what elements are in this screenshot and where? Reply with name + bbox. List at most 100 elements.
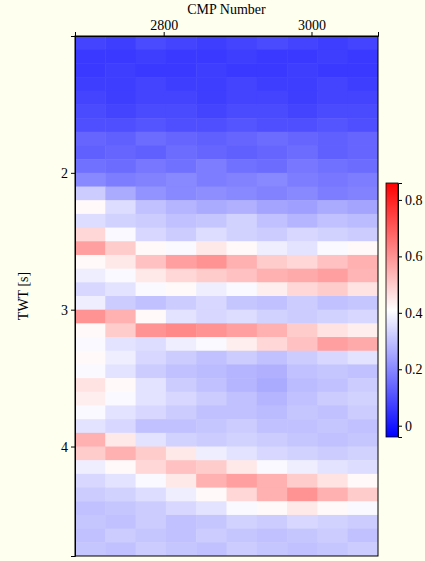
heatmap-cell	[287, 501, 318, 515]
heatmap-cell	[105, 77, 136, 91]
y-axis: 234	[61, 37, 76, 557]
heatmap-cell	[105, 63, 136, 77]
heatmap-cell	[196, 310, 227, 324]
heatmap-cell	[136, 337, 167, 351]
heatmap-cell	[348, 159, 378, 173]
heatmap-cell	[348, 145, 378, 159]
heatmap-cell	[287, 323, 318, 337]
heatmap-cell	[257, 104, 288, 118]
heatmap-cell	[227, 310, 258, 324]
heatmap-cell	[257, 132, 288, 146]
heatmap-cell	[348, 255, 378, 269]
heatmap-cell	[287, 255, 318, 269]
heatmap-cell	[348, 36, 378, 50]
heatmap-cell	[105, 269, 136, 283]
heatmap-cell	[317, 515, 348, 529]
heatmap-cell	[287, 241, 318, 255]
heatmap-cell	[75, 173, 106, 187]
colorbar-tick-mark	[398, 369, 402, 370]
heatmap-cell	[317, 542, 348, 556]
heatmap-cell	[227, 228, 258, 242]
heatmap-cell	[348, 501, 378, 515]
heatmap-cell	[105, 542, 136, 556]
heatmap-cell	[105, 323, 136, 337]
heatmap-cell	[166, 104, 197, 118]
heatmap-cell	[196, 323, 227, 337]
colorbar-tick-mark	[398, 426, 402, 427]
heatmap-cell	[166, 392, 197, 406]
colorbar-tick-label: 0.4	[405, 306, 423, 321]
heatmap-cell	[136, 488, 167, 502]
heatmap-cell	[166, 159, 197, 173]
heatmap-cell	[287, 310, 318, 324]
heatmap-cell	[75, 351, 106, 365]
heatmap-cell	[105, 501, 136, 515]
heatmap-cell	[196, 364, 227, 378]
heatmap-cell	[75, 310, 106, 324]
heatmap-cell	[227, 337, 258, 351]
heatmap-cell	[257, 91, 288, 105]
heatmap-cell	[105, 405, 136, 419]
heatmap-cell	[105, 488, 136, 502]
heatmap-cell	[166, 323, 197, 337]
heatmap-cell	[75, 488, 106, 502]
heatmap-cell	[257, 351, 288, 365]
heatmap-cell	[75, 77, 106, 91]
heatmap-cell	[136, 173, 167, 187]
heatmap-cell	[257, 187, 288, 201]
heatmap-cell	[136, 351, 167, 365]
heatmap-cell	[348, 323, 378, 337]
heatmap-cell	[196, 488, 227, 502]
heatmap-cell	[287, 296, 318, 310]
colorbar	[386, 183, 398, 437]
heatmap-cell	[196, 474, 227, 488]
colorbar-tick-label: 0.6	[405, 249, 423, 264]
heatmap-cell	[196, 501, 227, 515]
heatmap-cell	[257, 269, 288, 283]
heatmap-cell	[75, 91, 106, 105]
heatmap-cell	[317, 63, 348, 77]
heatmap-cell	[317, 118, 348, 132]
heatmap-cell	[166, 488, 197, 502]
heatmap-cell	[136, 323, 167, 337]
heatmap-cell	[105, 296, 136, 310]
heatmap-cell	[105, 433, 136, 447]
heatmap-cell	[166, 145, 197, 159]
heatmap-cell	[287, 351, 318, 365]
heatmap-cell	[196, 91, 227, 105]
heatmap-cell	[348, 118, 378, 132]
heatmap-cell	[257, 460, 288, 474]
heatmap-cell	[287, 214, 318, 228]
heatmap-cell	[227, 255, 258, 269]
heatmap-cell	[105, 241, 136, 255]
heatmap-cell	[75, 474, 106, 488]
heatmap-cell	[287, 419, 318, 433]
heatmap-cell	[257, 501, 288, 515]
y-tick-label: 2	[61, 166, 68, 181]
heatmap-cell	[136, 501, 167, 515]
heatmap-cell	[317, 378, 348, 392]
heatmap-cell	[166, 200, 197, 214]
heatmap-cell	[317, 337, 348, 351]
heatmap-cell	[105, 104, 136, 118]
heatmap-cell	[75, 433, 106, 447]
heatmap-cell	[196, 77, 227, 91]
heatmap-cell	[196, 187, 227, 201]
heatmap-cell	[257, 255, 288, 269]
heatmap-cell	[105, 515, 136, 529]
heatmap-cell	[257, 433, 288, 447]
heatmap-cell	[227, 159, 258, 173]
heatmap-cell	[75, 460, 106, 474]
heatmap-cell	[166, 296, 197, 310]
heatmap-cell	[348, 310, 378, 324]
heatmap-cell	[105, 474, 136, 488]
heatmap-cell	[166, 77, 197, 91]
heatmap-cell	[287, 173, 318, 187]
heatmap-cell	[287, 228, 318, 242]
heatmap-cell	[287, 118, 318, 132]
heatmap-cell	[136, 433, 167, 447]
heatmap-cell	[166, 118, 197, 132]
heatmap-cell	[136, 542, 167, 556]
heatmap-cell	[105, 214, 136, 228]
heatmap-cell	[105, 255, 136, 269]
